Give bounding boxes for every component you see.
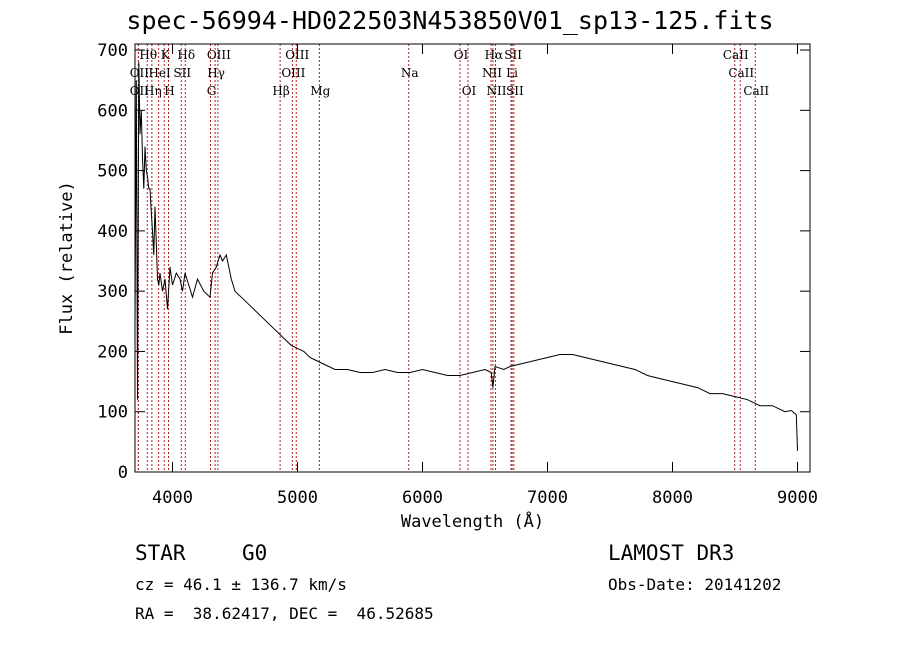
object-class: STAR bbox=[135, 541, 186, 565]
y-tick-label: 300 bbox=[97, 282, 128, 302]
y-axis-label: Flux (relative) bbox=[57, 181, 77, 335]
line-marker-label: Hδ bbox=[177, 48, 195, 62]
line-marker-label: Hβ bbox=[272, 84, 289, 98]
plot-frame bbox=[134, 43, 811, 473]
x-tick-label: 6000 bbox=[402, 488, 443, 508]
x-axis-label: Wavelength (Å) bbox=[401, 510, 544, 532]
x-axis-ticks: 4000 5000 6000 7000 8000 9000 bbox=[152, 44, 818, 508]
chart-title: spec-56994-HD022503N453850V01_sp13-125.f… bbox=[126, 6, 774, 35]
line-marker-label: Na bbox=[401, 66, 419, 80]
obs-date: Obs-Date: 20141202 bbox=[608, 575, 782, 594]
line-marker-label: OI bbox=[454, 48, 469, 62]
line-marker-label: G bbox=[207, 84, 217, 98]
line-marker-label: SII bbox=[506, 84, 524, 98]
line-marker-label: NII bbox=[487, 84, 507, 98]
line-marker-label: CaII bbox=[723, 48, 749, 62]
x-tick-label: 5000 bbox=[277, 488, 318, 508]
y-tick-label: 600 bbox=[97, 101, 128, 121]
survey-name: LAMOST DR3 bbox=[608, 541, 735, 565]
line-marker-label: OIII bbox=[207, 48, 231, 62]
line-marker-label: OI bbox=[462, 84, 477, 98]
y-tick-label: 700 bbox=[97, 41, 128, 61]
line-marker-label: K bbox=[161, 48, 171, 62]
y-axis-ticks: 0 100 200 300 400 500 600 700 bbox=[97, 41, 810, 483]
line-marker-label: CaII bbox=[743, 84, 769, 98]
line-marker-label: HeI bbox=[148, 66, 171, 80]
y-tick-label: 200 bbox=[97, 342, 128, 362]
y-tick-label: 0 bbox=[118, 463, 128, 483]
y-tick-label: 400 bbox=[97, 222, 128, 242]
x-tick-label: 4000 bbox=[152, 488, 193, 508]
y-tick-label: 500 bbox=[97, 162, 128, 182]
line-marker-label: H bbox=[164, 84, 174, 98]
line-marker-label: SII bbox=[173, 66, 191, 80]
y-tick-label: 100 bbox=[97, 403, 128, 423]
line-markers bbox=[137, 44, 756, 472]
ra-dec: RA = 38.62417, DEC = 46.52685 bbox=[135, 604, 434, 623]
line-marker-label: SII bbox=[504, 48, 522, 62]
line-marker-label: OIII bbox=[285, 48, 309, 62]
x-tick-label: 8000 bbox=[652, 488, 693, 508]
spectrum-line bbox=[134, 62, 798, 451]
redshift-cz: cz = 46.1 ± 136.7 km/s bbox=[135, 575, 347, 594]
line-marker-label: Li bbox=[506, 66, 518, 80]
line-marker-label: Hη bbox=[144, 84, 162, 98]
line-marker-label: Hθ bbox=[139, 48, 157, 62]
line-marker-label: OIII bbox=[281, 66, 305, 80]
line-marker-label: Hγ bbox=[207, 66, 225, 80]
line-marker-label: NII bbox=[482, 66, 502, 80]
object-subclass: G0 bbox=[242, 541, 268, 565]
x-tick-label: 9000 bbox=[777, 488, 818, 508]
x-tick-label: 7000 bbox=[527, 488, 568, 508]
line-marker-label: Mg bbox=[310, 84, 330, 98]
line-marker-label: CaII bbox=[728, 66, 754, 80]
line-marker-label: Hα bbox=[485, 48, 504, 62]
